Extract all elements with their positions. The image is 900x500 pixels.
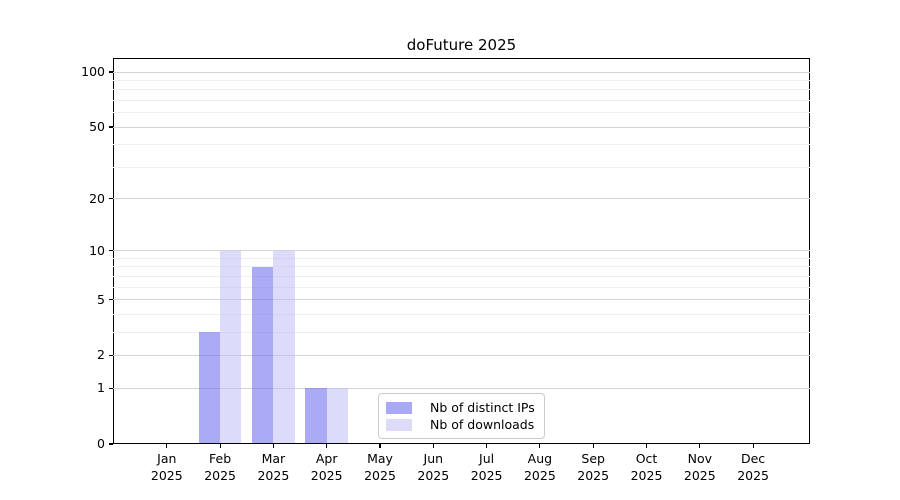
x-tick xyxy=(166,444,168,448)
y-tick-label: 0 xyxy=(97,436,105,451)
gridline-minor xyxy=(113,257,810,259)
gridline-major xyxy=(113,126,810,128)
legend-item: Nb of distinct IPs xyxy=(386,399,536,416)
y-tick-label: 5 xyxy=(97,291,105,307)
gridline-minor xyxy=(113,79,810,81)
x-tick-label: Dec 2025 xyxy=(737,451,769,483)
y-tick-label: 10 xyxy=(89,242,105,258)
y-tick xyxy=(109,126,113,128)
x-tick-label: Jun 2025 xyxy=(417,451,450,483)
gridline-minor xyxy=(113,286,810,288)
x-tick xyxy=(592,444,594,448)
y-tick xyxy=(109,250,113,252)
x-tick xyxy=(432,444,434,448)
gridline-minor xyxy=(113,275,810,277)
x-tick-label: Apr 2025 xyxy=(310,451,343,483)
gridline-major xyxy=(113,198,810,200)
x-tick xyxy=(326,444,328,448)
bar-downloads xyxy=(220,250,242,443)
gridline-major xyxy=(113,299,810,301)
x-tick-label: Jan 2025 xyxy=(150,451,183,483)
x-tick xyxy=(645,444,648,448)
y-tick xyxy=(109,198,113,200)
x-tick xyxy=(219,444,221,448)
gridline-minor xyxy=(113,144,810,146)
legend-swatch-distinct-ips xyxy=(386,401,412,414)
bar-downloads xyxy=(326,388,348,443)
x-tick-label: Nov 2025 xyxy=(683,451,716,483)
gridline-major xyxy=(113,71,810,73)
gridline-minor xyxy=(113,266,810,268)
bar-distinct-ips xyxy=(252,266,274,443)
x-tick-label: Feb 2025 xyxy=(204,451,236,483)
y-tick xyxy=(109,387,113,389)
y-tick-label: 50 xyxy=(89,119,105,135)
gridline-minor xyxy=(113,112,810,114)
gridline-minor xyxy=(113,89,810,91)
x-tick xyxy=(379,444,381,448)
legend-item: Nb of downloads xyxy=(386,416,536,433)
legend-swatch-downloads xyxy=(386,418,412,431)
legend: Nb of distinct IPs Nb of downloads xyxy=(378,393,545,439)
gridline-minor xyxy=(113,99,810,101)
y-tick-label: 1 xyxy=(97,380,105,396)
gridline-major xyxy=(113,387,810,389)
gridline-minor xyxy=(113,313,810,315)
bar-distinct-ips xyxy=(305,388,327,443)
legend-label: Nb of distinct IPs xyxy=(430,399,535,415)
x-tick xyxy=(699,444,701,448)
gridline-major xyxy=(113,250,810,252)
y-tick xyxy=(109,443,113,445)
x-tick xyxy=(752,444,754,448)
y-tick xyxy=(109,71,113,73)
gridline-minor xyxy=(113,166,810,168)
x-tick-label: Aug 2025 xyxy=(523,451,556,483)
x-tick-label: Sep 2025 xyxy=(577,451,610,483)
chart-title: doFuture 2025 xyxy=(406,36,517,54)
x-tick-label: Oct 2025 xyxy=(630,451,663,483)
x-tick xyxy=(272,444,274,448)
y-tick xyxy=(109,298,113,301)
x-tick-label: May 2025 xyxy=(364,451,396,483)
y-tick xyxy=(109,354,113,357)
bar-distinct-ips xyxy=(198,332,221,443)
x-tick-label: Jul 2025 xyxy=(470,451,503,483)
gridline-major xyxy=(113,354,810,356)
x-tick xyxy=(486,444,488,448)
legend-label: Nb of downloads xyxy=(430,416,535,432)
gridline-minor xyxy=(113,331,810,333)
x-tick-label: Mar 2025 xyxy=(257,451,290,483)
y-tick-label: 20 xyxy=(89,190,105,206)
y-tick-label: 100 xyxy=(81,64,105,80)
bar-downloads xyxy=(273,250,295,443)
y-tick-label: 2 xyxy=(97,347,105,363)
x-tick xyxy=(539,444,541,448)
